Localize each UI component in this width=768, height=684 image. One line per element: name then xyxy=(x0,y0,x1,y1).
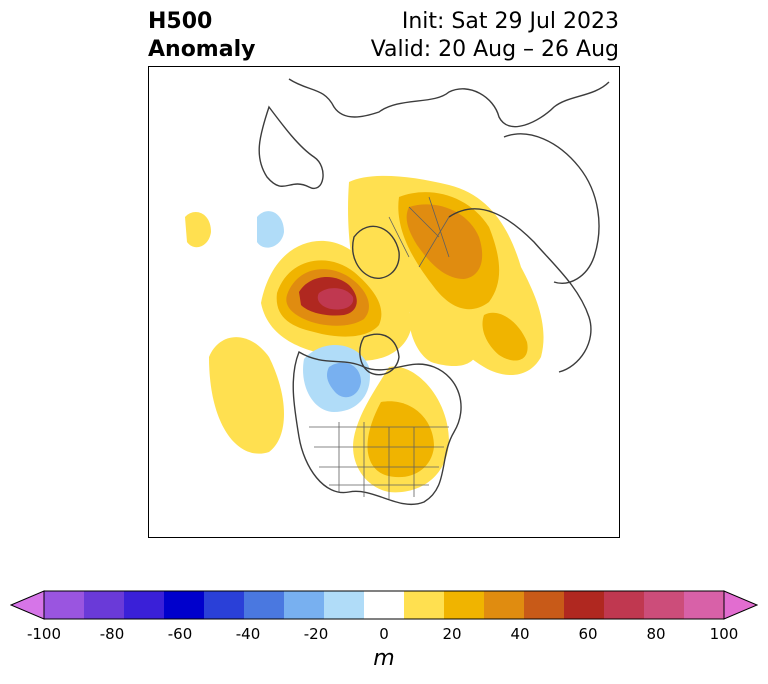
coastline-greenland xyxy=(352,225,400,279)
colorbar-cell xyxy=(204,591,245,619)
colorbar-unit: m xyxy=(373,646,395,671)
colorbar-frame xyxy=(43,590,725,620)
colorbar-tick-label: -60 xyxy=(167,625,193,643)
colorbar-cell xyxy=(124,591,165,619)
map-title: H500 Anomaly xyxy=(148,8,255,64)
colorbar-tick-label: 80 xyxy=(646,625,666,643)
coastlines xyxy=(258,78,610,506)
anomaly-neg-central-core xyxy=(327,362,361,398)
map-canvas xyxy=(185,78,610,506)
anomaly-pos-mid-central xyxy=(482,312,528,361)
colorbar-cell xyxy=(484,591,525,619)
colorbar-tick-label: -80 xyxy=(99,625,125,643)
colorbar-tick-label: -40 xyxy=(235,625,261,643)
colorbar-tick-label: 20 xyxy=(442,625,462,643)
colorbar-tick-label: -100 xyxy=(26,625,62,643)
map-dates: Init: Sat 29 Jul 2023 Valid: 20 Aug – 26… xyxy=(371,8,619,64)
colorbar-cell xyxy=(244,591,285,619)
colorbar-tick-label: 40 xyxy=(510,625,530,643)
colorbar xyxy=(10,590,758,620)
colorbar-cell xyxy=(284,591,325,619)
title-variable: H500 xyxy=(148,9,213,34)
state-borders xyxy=(309,196,450,499)
colorbar-cell xyxy=(604,591,645,619)
coastline-east-asia xyxy=(503,133,600,284)
colorbar-tick-label: 60 xyxy=(578,625,598,643)
anomaly-map xyxy=(148,66,620,538)
us-states-grid xyxy=(309,422,449,499)
colorbar-cell xyxy=(644,591,685,619)
anomaly-pos-outer-central xyxy=(409,302,479,367)
colorbar-cell xyxy=(324,591,365,619)
colorbar-cell xyxy=(524,591,565,619)
coastline-alaska-asia xyxy=(448,208,592,373)
title-field: Anomaly xyxy=(148,37,256,62)
colorbar-cell xyxy=(404,591,445,619)
anomaly-pos-small-nw xyxy=(185,212,211,248)
colorbar-cell xyxy=(44,591,85,619)
colorbar-cell xyxy=(684,591,725,619)
colorbar-cell xyxy=(84,591,125,619)
coastline-europe xyxy=(258,105,324,190)
colorbar-cell xyxy=(564,591,605,619)
colorbar-cell xyxy=(164,591,205,619)
valid-range: Valid: 20 Aug – 26 Aug xyxy=(370,37,619,62)
colorbar-extend-low xyxy=(10,590,45,620)
coastline-eurasia xyxy=(288,78,610,128)
colorbar-cell xyxy=(364,591,405,619)
anomaly-pos-core-center xyxy=(317,288,354,310)
coastline-hudson-bay xyxy=(359,333,400,376)
coastline-north-america xyxy=(292,350,462,506)
colorbar-tick-label: 0 xyxy=(379,625,389,643)
colorbar-tick-label: 100 xyxy=(709,625,739,643)
anomaly-neg-nw xyxy=(257,211,284,248)
anomaly-pos-mid-east xyxy=(367,401,434,478)
colorbar-cell xyxy=(444,591,485,619)
europe-borders xyxy=(388,196,450,268)
anomaly-pos-outer-pacific xyxy=(209,337,284,454)
colorbar-tick-label: -20 xyxy=(303,625,329,643)
init-date: Init: Sat 29 Jul 2023 xyxy=(401,9,619,34)
colorbar-extend-high xyxy=(723,590,758,620)
